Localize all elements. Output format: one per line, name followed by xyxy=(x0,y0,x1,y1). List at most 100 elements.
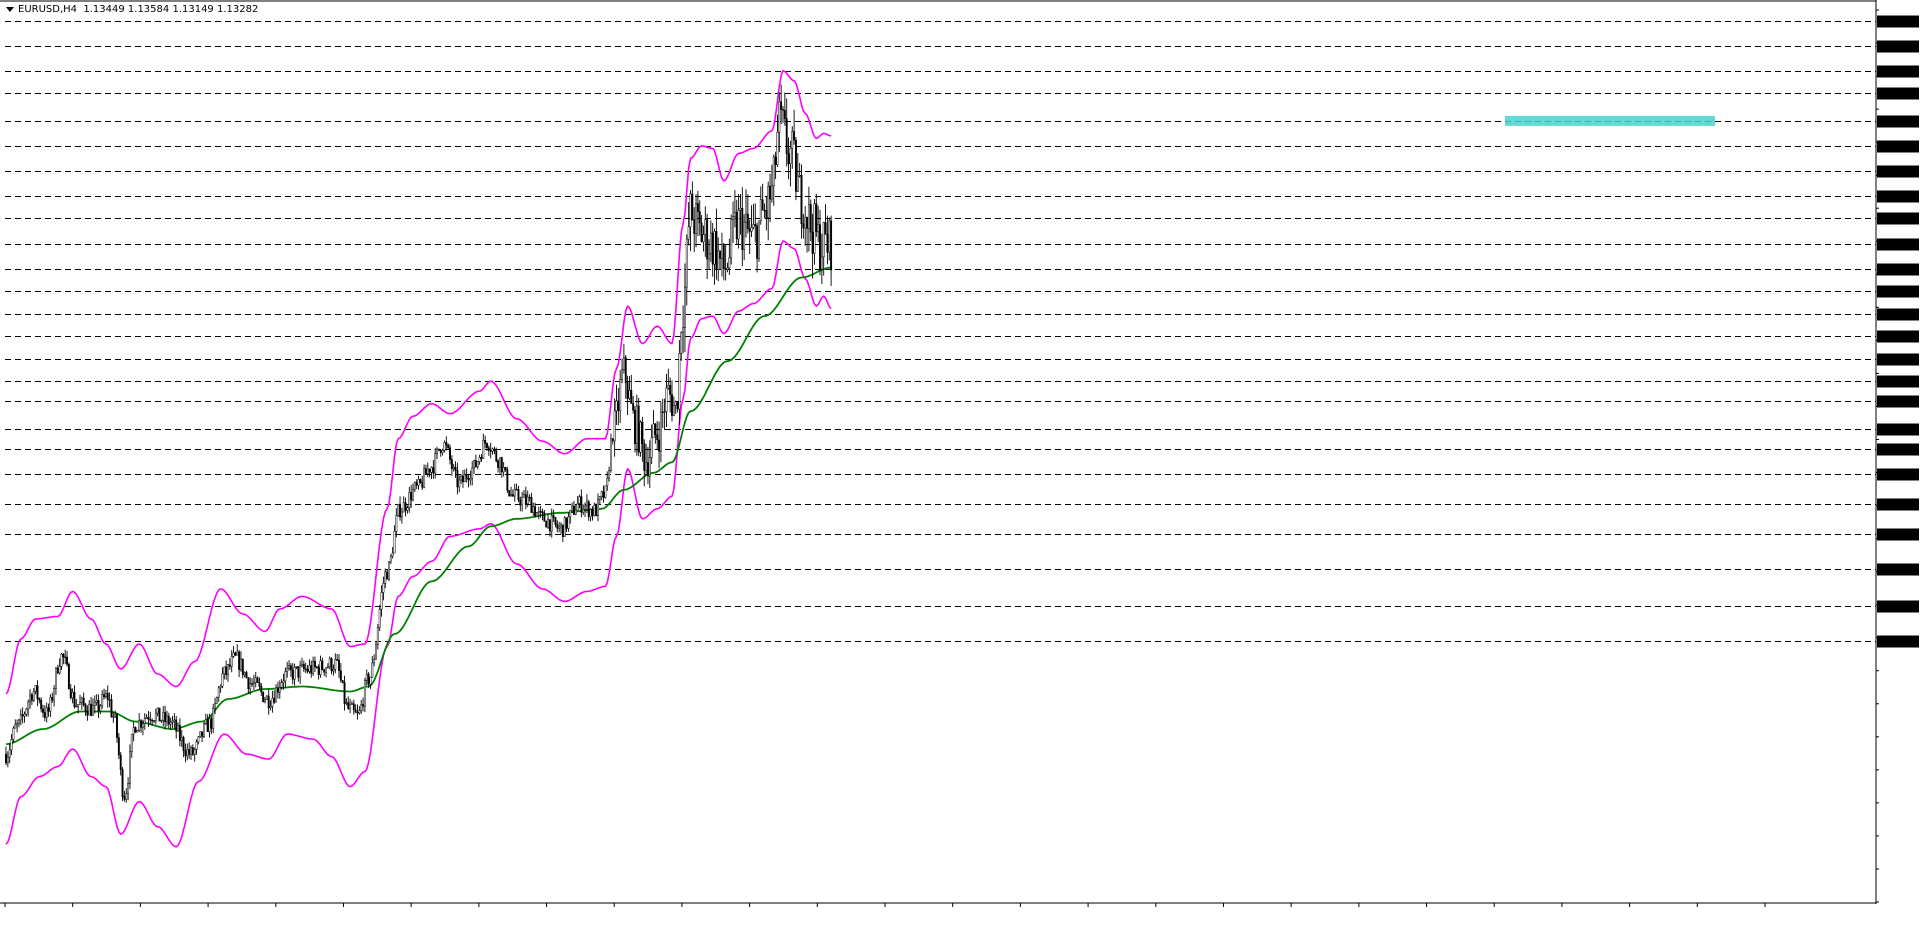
candle-body xyxy=(513,488,516,497)
candle-body xyxy=(188,749,191,755)
candle-body xyxy=(521,496,524,506)
candle-body xyxy=(67,664,70,690)
level-label-box xyxy=(1877,285,1919,298)
candle-body xyxy=(585,501,588,507)
candle-body xyxy=(548,519,551,532)
candle-body xyxy=(569,509,572,518)
candle-body xyxy=(815,203,818,233)
candle-body xyxy=(800,175,803,225)
candle-body xyxy=(234,652,237,656)
candle-body xyxy=(584,505,586,510)
candle-body xyxy=(317,666,320,675)
candle-body xyxy=(430,467,433,473)
candle-body xyxy=(619,379,622,412)
candle-body xyxy=(515,488,518,491)
candle-body xyxy=(647,462,649,477)
candle-body xyxy=(672,404,675,416)
candle-body xyxy=(184,750,187,757)
candle-body xyxy=(332,669,335,672)
candle-body xyxy=(500,457,503,473)
candle-body xyxy=(473,459,476,469)
candle-body xyxy=(256,677,259,683)
candle-body xyxy=(696,203,699,212)
candle-body xyxy=(221,673,224,687)
candle-body xyxy=(462,475,464,483)
candle-body xyxy=(384,571,387,584)
candle-body xyxy=(539,511,542,513)
level-label-box xyxy=(1877,115,1919,128)
candle-body xyxy=(780,101,783,110)
candle-body xyxy=(600,491,603,497)
candle-body xyxy=(45,707,48,718)
candle-body xyxy=(312,660,315,674)
candle-body xyxy=(112,716,115,718)
level-labels xyxy=(1877,15,1919,648)
candle-body xyxy=(323,669,326,673)
candle-body xyxy=(93,702,96,706)
candle-body xyxy=(807,204,810,229)
candle-body xyxy=(587,501,590,518)
candle-body xyxy=(32,691,35,701)
candle-body xyxy=(419,479,422,483)
candle-body xyxy=(143,718,146,724)
candle-body xyxy=(639,421,642,453)
candle-body xyxy=(99,705,102,712)
dropdown-triangle-icon[interactable] xyxy=(6,6,14,12)
level-label-box xyxy=(1877,263,1919,276)
candle-body xyxy=(709,232,712,255)
candle-body xyxy=(352,703,355,711)
candle-body xyxy=(628,390,631,399)
candle-body xyxy=(711,232,714,265)
candle-body xyxy=(708,253,710,260)
candle-body xyxy=(676,401,679,410)
candle-body xyxy=(434,453,437,474)
candle-body xyxy=(467,478,470,481)
candle-body xyxy=(785,118,788,154)
candle-body xyxy=(243,672,246,675)
candle-body xyxy=(508,490,511,496)
level-label-box xyxy=(1877,498,1919,511)
candle-body xyxy=(167,715,170,725)
level-label-box xyxy=(1877,308,1919,321)
candle-body xyxy=(228,664,231,667)
candle-body xyxy=(474,459,477,468)
candle-body xyxy=(241,658,244,675)
candle-body xyxy=(726,267,729,270)
candle-body xyxy=(423,468,426,488)
candle-body xyxy=(469,477,472,481)
candle-body xyxy=(684,286,686,329)
candle-body xyxy=(671,394,673,416)
candle-body xyxy=(761,199,764,211)
candle-body xyxy=(530,497,533,513)
candle-body xyxy=(271,697,274,707)
candle-body xyxy=(391,552,394,557)
candle-body xyxy=(354,709,357,713)
candle-body xyxy=(49,697,52,712)
candle-body xyxy=(791,131,794,149)
candle-body xyxy=(60,653,63,667)
candle-body xyxy=(175,719,178,732)
candle-body xyxy=(208,718,211,732)
candle-body xyxy=(621,369,623,380)
candle-body xyxy=(413,482,416,490)
candle-body xyxy=(543,512,546,522)
candle-body xyxy=(615,400,618,412)
candle-body xyxy=(783,110,786,119)
candle-body xyxy=(659,411,662,452)
candle-body xyxy=(499,457,501,468)
candle-body xyxy=(563,517,566,537)
candle-body xyxy=(12,727,15,740)
candle-body xyxy=(787,153,790,165)
candle-body xyxy=(82,697,85,705)
candle-body xyxy=(267,695,270,709)
candle-body xyxy=(650,437,653,458)
resistance-zone xyxy=(1505,115,1715,126)
candle-body xyxy=(326,666,329,669)
candle-body xyxy=(258,682,261,687)
candle-body xyxy=(658,439,660,452)
candle-body xyxy=(737,209,740,240)
candle-body xyxy=(347,702,350,709)
candle-body xyxy=(117,737,120,756)
